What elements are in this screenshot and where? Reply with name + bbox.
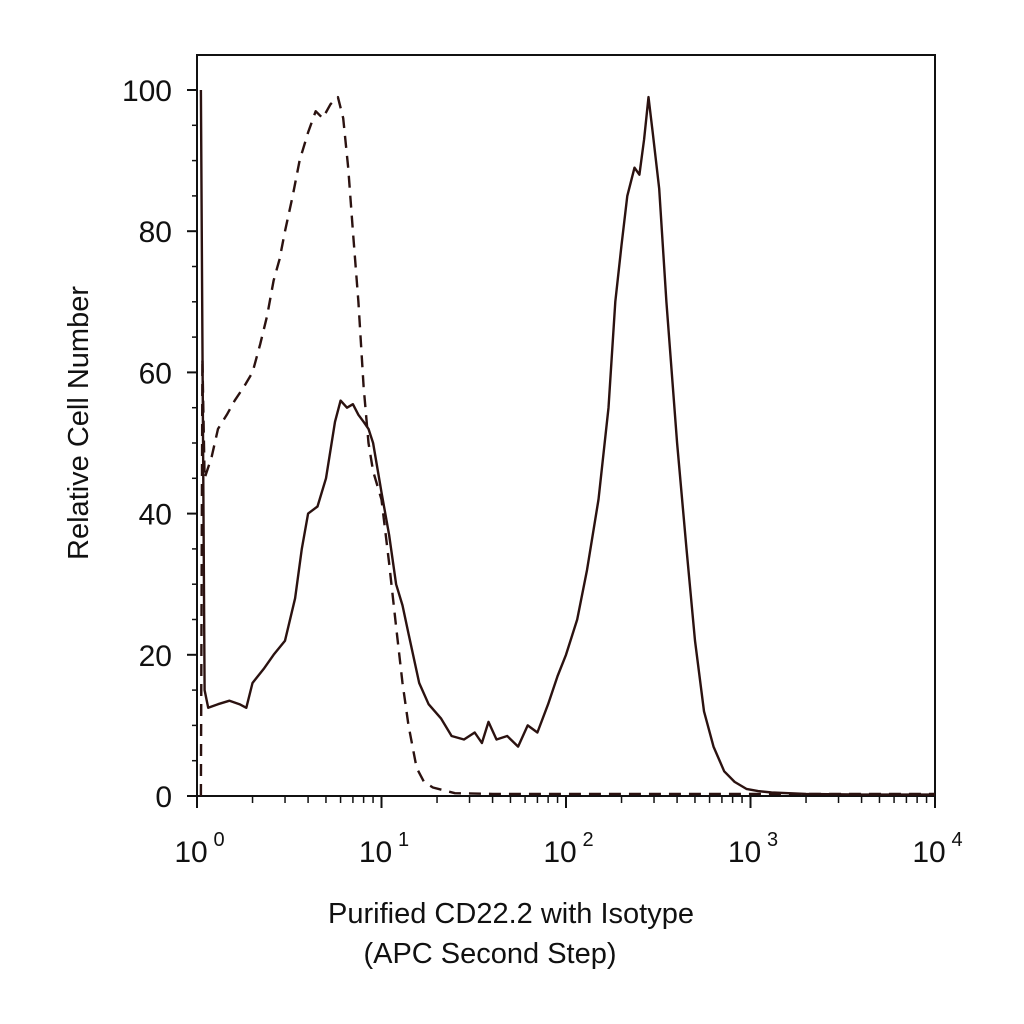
series-line-solid xyxy=(199,89,935,796)
x-major-ticks xyxy=(196,796,936,808)
series-line-dashed xyxy=(199,95,935,797)
y-tick-label: 100 xyxy=(122,75,172,108)
y-tick-labels: 0 20 40 60 80 100 xyxy=(122,75,172,814)
x-tick-label-base: 10 xyxy=(912,836,945,869)
data-series xyxy=(199,89,935,797)
x-tick-label-exponent: 0 xyxy=(213,829,224,851)
x-axis-label-secondary: (APC Second Step) xyxy=(363,938,616,970)
y-minor-ticks xyxy=(192,124,197,762)
x-tick-label-base: 10 xyxy=(543,836,576,869)
x-tick-label: 10 4 xyxy=(912,829,962,869)
y-tick-label: 40 xyxy=(139,499,172,532)
x-tick-label: 10 2 xyxy=(543,829,593,869)
x-tick-label-base: 10 xyxy=(728,836,761,869)
x-tick-label-exponent: 3 xyxy=(767,829,778,851)
x-minor-ticks xyxy=(251,796,928,803)
x-tick-label-base: 10 xyxy=(359,836,392,869)
x-tick-label-base: 10 xyxy=(174,836,207,869)
x-tick-label-exponent: 1 xyxy=(398,829,409,851)
x-tick-label-exponent: 2 xyxy=(582,829,593,851)
y-axis-label: Relative Cell Number xyxy=(63,286,95,560)
x-tick-label-exponent: 4 xyxy=(951,829,962,851)
x-tick-label: 10 3 xyxy=(728,829,778,869)
x-tick-labels: 10 0 10 1 10 2 10 3 10 4 xyxy=(174,829,962,869)
y-tick-label: 0 xyxy=(155,781,172,814)
y-tick-label: 60 xyxy=(139,357,172,390)
x-axis-label: Purified CD22.2 with Isotype xyxy=(328,898,694,930)
y-tick-label: 80 xyxy=(139,216,172,249)
y-major-ticks xyxy=(187,89,197,797)
x-tick-label: 10 1 xyxy=(359,829,409,869)
y-tick-label: 20 xyxy=(139,640,172,673)
x-tick-label: 10 0 xyxy=(174,829,224,869)
